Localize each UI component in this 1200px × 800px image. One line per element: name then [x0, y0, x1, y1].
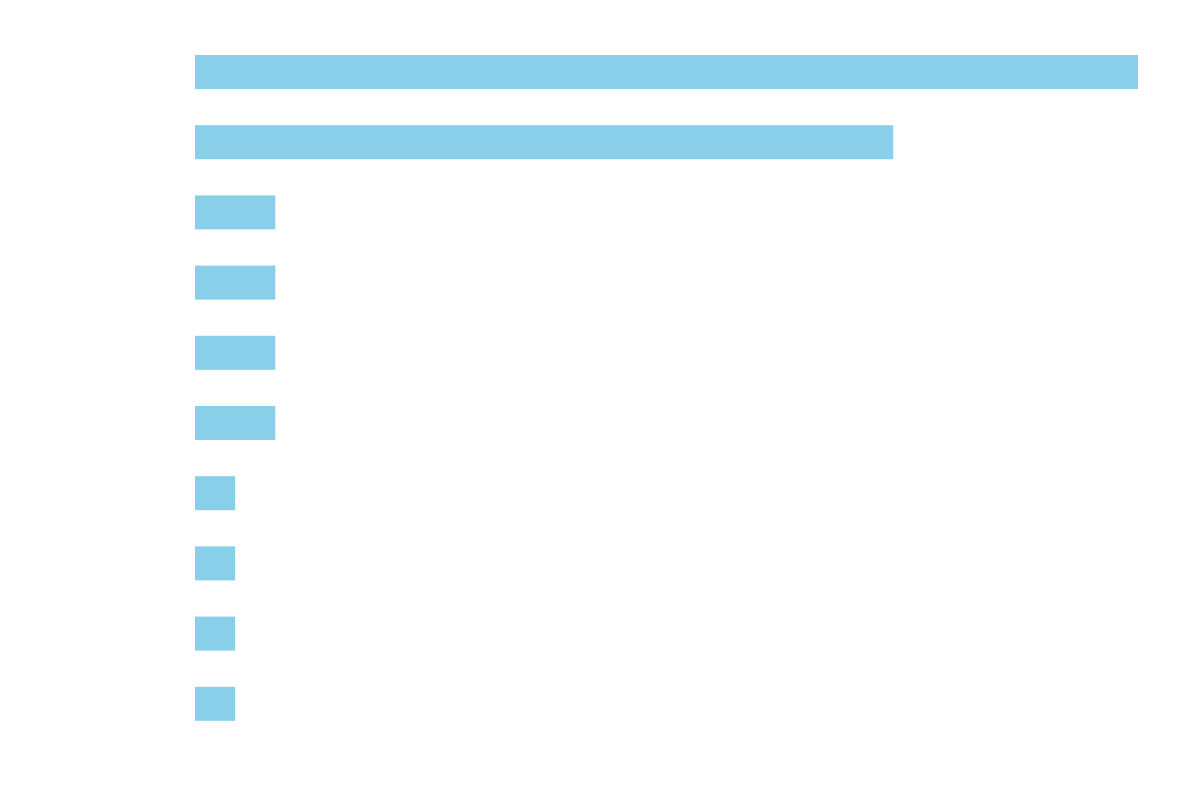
bar-1 [195, 55, 1138, 89]
bar-6 [195, 406, 276, 440]
bar-4 [195, 265, 276, 300]
bar-5 [195, 335, 276, 370]
bar-9 [195, 616, 236, 651]
bar-3 [195, 195, 276, 230]
bar-8 [195, 546, 236, 581]
bar-7 [195, 476, 236, 511]
bars-group [195, 55, 1138, 721]
bar-10 [195, 686, 236, 721]
bar-2 [195, 125, 894, 160]
